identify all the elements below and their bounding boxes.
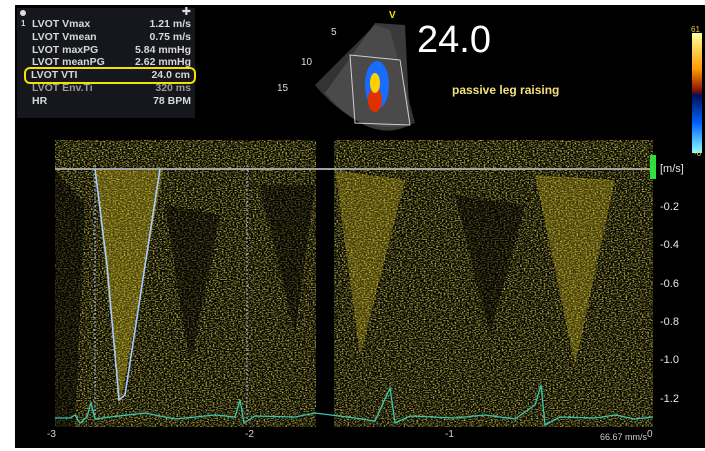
doppler-display — [55, 23, 702, 427]
highlighted-vti-value: 24.0 — [417, 19, 491, 61]
depth-label-5: 5 — [331, 27, 337, 38]
doppler-spectrum — [55, 140, 653, 427]
measurement-row-vti-highlighted[interactable]: LVOT VTI 24.0 cm — [24, 67, 196, 84]
measurement-row-meanpg: LVOT meanPG 2.62 mmHg — [32, 56, 191, 69]
velocity-tick: -0.4 — [660, 239, 679, 251]
velocity-tick: -0.2 — [660, 201, 679, 213]
measurement-row-hr: HR 78 BPM — [32, 94, 191, 107]
sweep-speed-label: 66.67 mm/s — [600, 432, 648, 442]
color-scale-max: 61 — [691, 25, 700, 34]
velocity-unit-label: [m/s] — [660, 163, 684, 175]
panel-index: 1 — [21, 19, 26, 28]
color-velocity-scale — [692, 33, 702, 153]
measurement-row-vmax: 1 LVOT Vmax 1.21 m/s — [21, 18, 191, 30]
time-tick: -3 — [47, 429, 56, 440]
velocity-tick: -0.6 — [660, 278, 679, 290]
velocity-tick: -0.8 — [660, 316, 679, 328]
baseline-handle[interactable] — [650, 155, 656, 179]
measurement-row-envti: LVOT Env.Ti 320 ms — [32, 81, 191, 94]
velocity-tick: -1.0 — [660, 354, 679, 366]
top-strip — [55, 140, 653, 168]
ultrasound-screen: ✚ 1 LVOT Vmax 1.21 m/s LVOT Vmean 0.75 m… — [15, 5, 705, 448]
velocity-tick: -1.2 — [660, 393, 679, 405]
time-tick: -2 — [245, 429, 254, 440]
echo-sector — [315, 23, 415, 131]
ecg-trace — [55, 384, 654, 427]
depth-label-10: 10 — [301, 57, 313, 68]
measurement-row-vmean: LVOT Vmean 0.75 m/s — [32, 30, 191, 43]
panel-expand-icon[interactable]: ✚ — [181, 6, 191, 18]
measurement-panel: ✚ 1 LVOT Vmax 1.21 m/s LVOT Vmean 0.75 m… — [17, 6, 196, 118]
depth-label-15: 15 — [277, 83, 289, 94]
color-scale-min: -6 — [694, 149, 702, 158]
time-tick: -1 — [445, 429, 454, 440]
vti-envelope-trace[interactable] — [94, 168, 161, 402]
annotation-caption: passive leg raising — [452, 83, 560, 97]
time-tick: 0 — [647, 429, 653, 440]
panel-collapse-icon[interactable] — [20, 10, 26, 16]
measurement-row-maxpg: LVOT maxPG 5.84 mmHg — [32, 43, 191, 56]
echo-marker: V — [389, 10, 396, 21]
